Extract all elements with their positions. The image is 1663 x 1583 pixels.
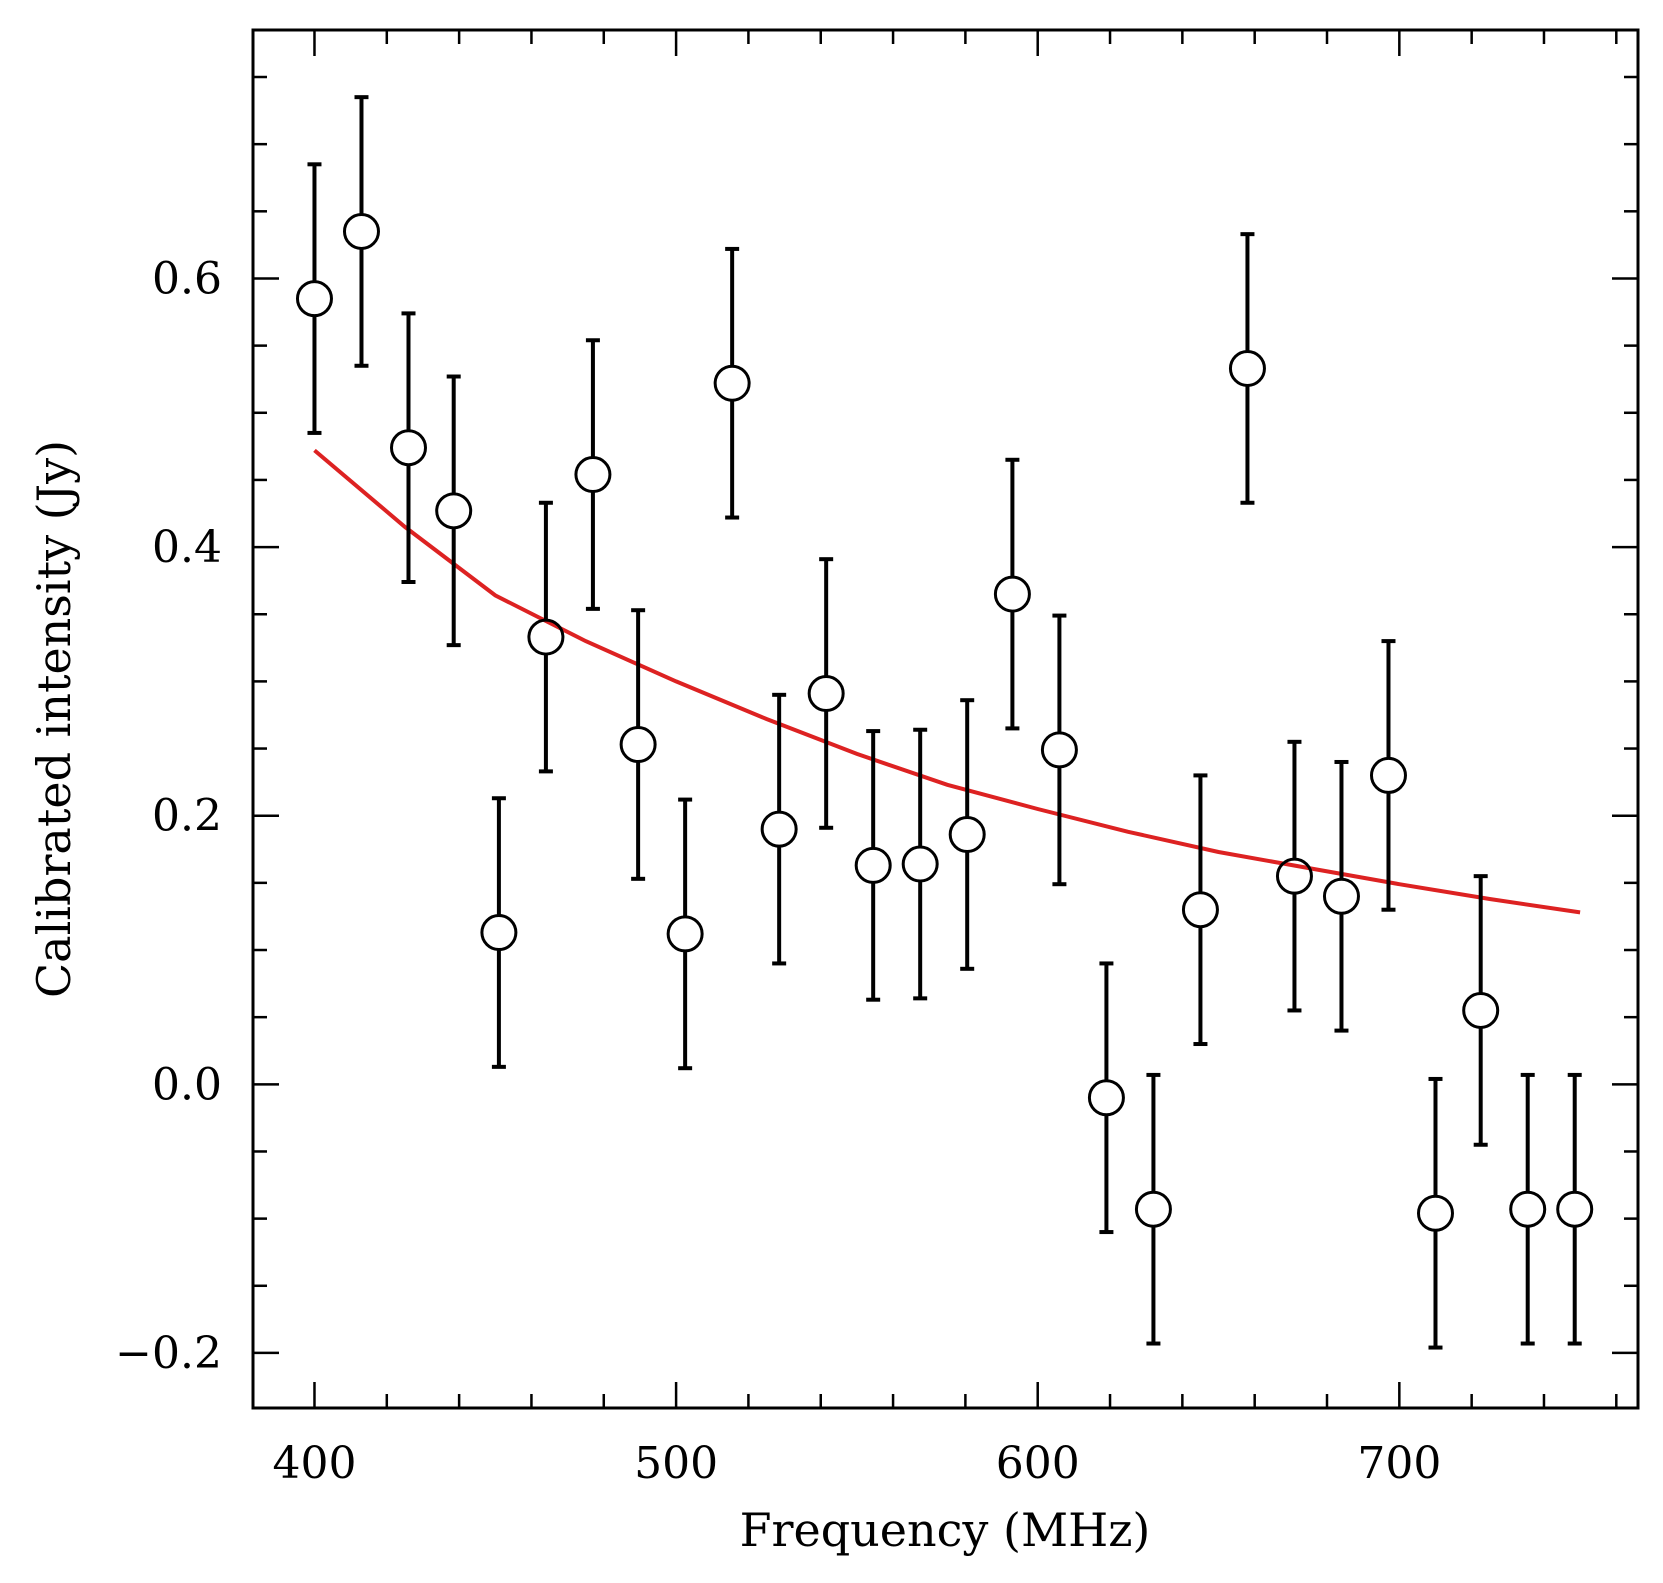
point-marker: [666, 915, 704, 953]
data-point: [1462, 874, 1500, 1147]
point-marker: [1181, 891, 1219, 929]
data-point: [1181, 773, 1219, 1047]
data-point: [1228, 232, 1266, 505]
point-marker: [389, 429, 427, 467]
fit-curve: [313, 448, 1581, 915]
data-point: [1416, 1076, 1454, 1350]
data-point: [760, 692, 798, 966]
data-points: [295, 95, 1594, 1350]
axis-ticks: [253, 30, 1638, 1408]
point-marker: [1087, 1079, 1125, 1117]
point-marker: [993, 575, 1031, 613]
data-point: [295, 162, 333, 435]
y-tick-label: 0.4: [152, 522, 222, 573]
point-marker: [1322, 877, 1360, 915]
y-tick-label: −0.2: [115, 1328, 222, 1379]
x-tick-label: 400: [272, 1438, 356, 1489]
tick-labels: 400 500 600 700 −0.2 0.0 0.2 0.4 0.6: [115, 253, 1441, 1489]
y-tick-label: 0.2: [152, 791, 222, 842]
data-point: [435, 374, 473, 648]
data-point: [574, 338, 612, 611]
point-marker: [480, 914, 518, 952]
data-point: [1509, 1072, 1547, 1346]
y-axis-label: Calibrated intensity (Jy): [27, 440, 81, 998]
data-point: [1369, 639, 1407, 912]
plot-frame: [251, 28, 1640, 1410]
point-marker: [760, 810, 798, 848]
data-point: [1087, 961, 1125, 1235]
data-point: [901, 727, 939, 1001]
data-point: [342, 95, 380, 368]
point-marker: [1556, 1190, 1594, 1228]
point-marker: [901, 845, 939, 883]
data-point: [1040, 613, 1078, 887]
data-point: [1322, 759, 1360, 1033]
point-marker: [807, 674, 845, 712]
data-point: [993, 457, 1031, 731]
y-tick-label: 0.0: [152, 1059, 222, 1110]
x-tick-label: 700: [1357, 1438, 1441, 1489]
point-marker: [948, 816, 986, 854]
point-marker: [1416, 1194, 1454, 1232]
x-tick-label: 600: [996, 1438, 1080, 1489]
point-marker: [295, 280, 333, 318]
data-point: [666, 797, 704, 1071]
point-marker: [435, 492, 473, 530]
point-marker: [1509, 1190, 1547, 1228]
point-marker: [574, 456, 612, 494]
data-point: [527, 500, 565, 774]
data-point: [854, 729, 892, 1002]
data-point: [1275, 739, 1313, 1013]
x-axis-label: Frequency (MHz): [740, 1503, 1151, 1557]
point-marker: [1134, 1190, 1172, 1228]
point-marker: [1462, 991, 1500, 1029]
point-marker: [619, 726, 657, 764]
data-point: [948, 698, 986, 971]
data-point: [1556, 1072, 1594, 1346]
point-marker: [1228, 349, 1266, 387]
data-point: [807, 557, 845, 830]
point-marker: [1040, 731, 1078, 769]
data-point: [480, 796, 518, 1069]
point-marker: [1275, 857, 1313, 895]
data-point: [1134, 1072, 1172, 1346]
point-marker: [342, 212, 380, 250]
x-tick-label: 500: [634, 1438, 718, 1489]
point-marker: [527, 618, 565, 656]
fit-curve-layer: [313, 448, 1581, 915]
point-marker: [1369, 756, 1407, 794]
y-tick-label: 0.6: [152, 253, 222, 304]
point-marker: [713, 364, 751, 402]
data-point: [713, 246, 751, 520]
point-marker: [854, 846, 892, 884]
data-point: [389, 311, 427, 585]
data-point: [619, 608, 657, 881]
